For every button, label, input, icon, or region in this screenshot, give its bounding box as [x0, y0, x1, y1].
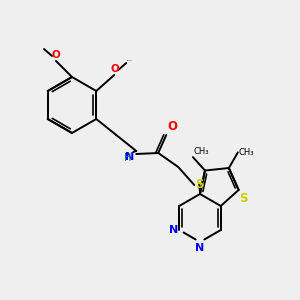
- Text: S: S: [240, 192, 248, 205]
- Text: S: S: [195, 178, 204, 191]
- Text: CH₃: CH₃: [239, 148, 254, 157]
- Text: N: N: [169, 225, 178, 235]
- Text: methoxy: methoxy: [127, 60, 134, 61]
- Text: CH₃: CH₃: [194, 147, 209, 156]
- Text: N: N: [125, 152, 134, 162]
- Text: O: O: [167, 120, 177, 133]
- Text: N: N: [195, 243, 205, 253]
- Text: H: H: [124, 153, 131, 163]
- Text: O: O: [111, 64, 120, 74]
- Text: O: O: [52, 50, 60, 60]
